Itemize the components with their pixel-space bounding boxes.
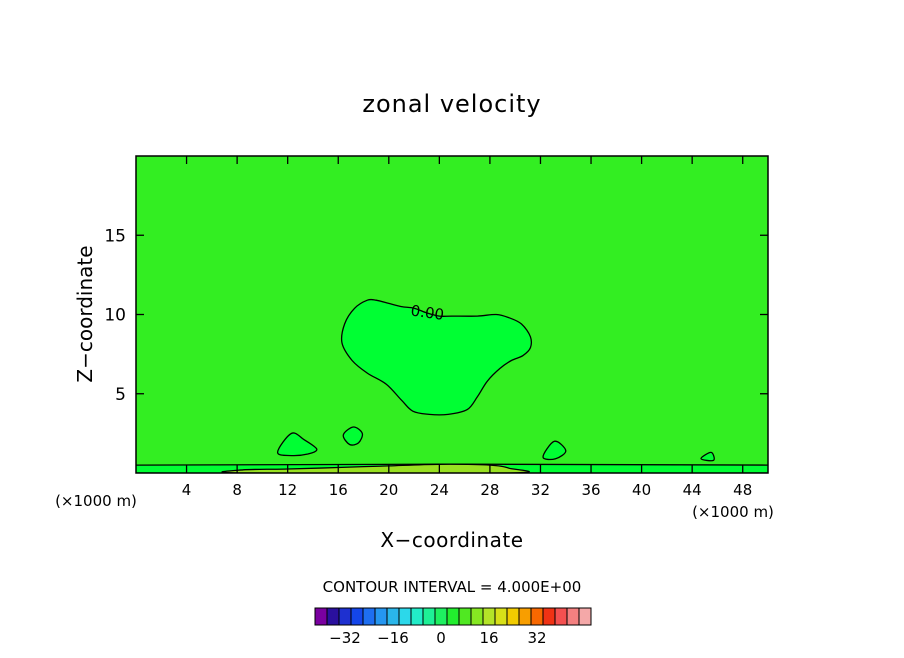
contour-region-0 [340,298,533,416]
chart-title: zonal velocity [362,90,541,118]
colorbar-swatch-16 [506,607,520,626]
contour-region-5 [542,440,567,461]
contour-region-6 [700,451,715,462]
colorbar-swatch-21 [566,607,580,626]
colorbar-swatch-0 [314,607,328,626]
x-tick-label-24: 24 [430,481,449,499]
plot-background [136,156,768,473]
contour-region-4 [342,426,364,446]
x-tick-label-16: 16 [329,481,348,499]
colorbar-swatch-4 [362,607,376,626]
colorbar-swatch-12 [458,607,472,626]
x-tick-label-44: 44 [683,481,702,499]
colorbar-label-0: −32 [329,629,361,647]
x-axis-label: X−coordinate [380,528,523,552]
colorbar-swatch-5 [374,607,388,626]
y-axis-label: Z−coordinate [73,245,97,382]
colorbar-swatch-19 [542,607,556,626]
colorbar-swatch-7 [398,607,412,626]
y-tick-label-15: 15 [104,226,126,246]
y-tick-label-5: 5 [115,385,126,405]
colorbar-label-1: −16 [377,629,409,647]
x-tick-label-28: 28 [480,481,499,499]
x-tick-label-36: 36 [581,481,600,499]
contour-region-3 [276,432,318,457]
x-tick-label-32: 32 [531,481,550,499]
x-axis-unit-right: (×1000 m) [692,503,774,521]
colorbar-swatch-6 [386,607,400,626]
colorbar-label-2: 0 [436,629,446,647]
colorbar-swatch-2 [338,607,352,626]
x-tick-label-40: 40 [632,481,651,499]
x-tick-label-20: 20 [379,481,398,499]
colorbar-title: CONTOUR INTERVAL = 4.000E+00 [323,578,582,596]
contour-region-2 [221,463,530,473]
colorbar-swatch-15 [494,607,508,626]
colorbar-swatch-10 [434,607,448,626]
x-tick-label-8: 8 [232,481,242,499]
colorbar-swatch-22 [578,607,592,626]
x-axis-unit-left: (×1000 m) [55,492,137,510]
x-tick-label-12: 12 [278,481,297,499]
colorbar-swatch-8 [410,607,424,626]
colorbar: −32 −16 0 16 32 [314,607,592,647]
y-tick-label-10: 10 [104,306,126,326]
contour-label: 0.00 [410,301,446,323]
colorbar-swatch-13 [470,607,484,626]
colorbar-swatch-18 [530,607,544,626]
colorbar-swatch-3 [350,607,364,626]
contour-regions: 0.00 [136,298,768,473]
colorbar-swatch-9 [422,607,436,626]
colorbar-label-3: 16 [479,629,498,647]
colorbar-label-4: 32 [527,629,546,647]
colorbar-swatch-17 [518,607,532,626]
colorbar-swatch-20 [554,607,568,626]
x-tick-label-48: 48 [733,481,752,499]
x-tick-label-4: 4 [182,481,192,499]
colorbar-swatch-14 [482,607,496,626]
colorbar-swatch-1 [326,607,340,626]
colorbar-swatch-11 [446,607,460,626]
